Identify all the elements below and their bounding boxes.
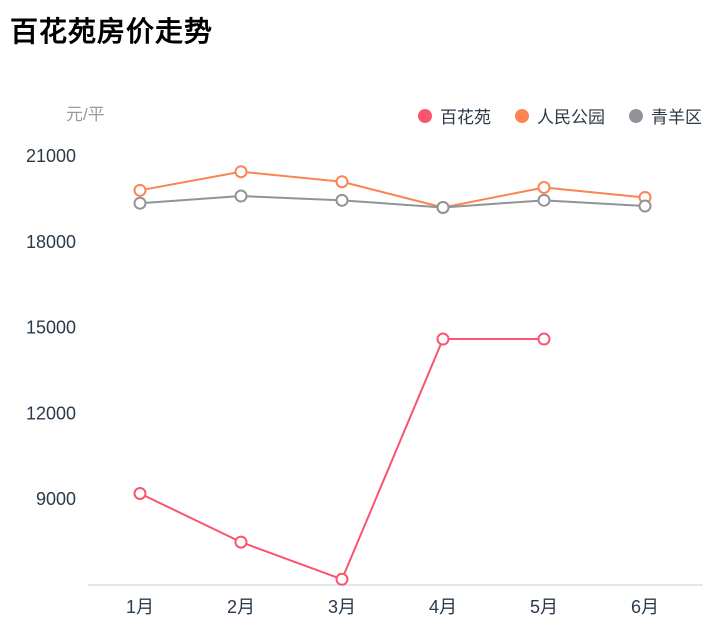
y-axis-tick-label: 18000: [26, 232, 76, 252]
data-point-marker[interactable]: [335, 572, 349, 586]
data-point-marker[interactable]: [133, 486, 147, 500]
data-point-marker[interactable]: [133, 196, 147, 210]
data-point-marker[interactable]: [234, 535, 248, 549]
legend: 百花苑 人民公园 青羊区: [418, 103, 702, 128]
y-axis-tick-label: 15000: [26, 318, 76, 338]
data-point-marker[interactable]: [537, 332, 551, 346]
x-axis-tick-label: 3月: [328, 597, 356, 617]
legend-item-qingyangqu[interactable]: 青羊区: [629, 103, 702, 128]
data-point-marker[interactable]: [335, 175, 349, 189]
series-line: [139, 338, 545, 581]
legend-marker-icon: [629, 108, 643, 123]
x-axis-tick-label: 6月: [631, 597, 659, 617]
data-point-marker[interactable]: [335, 193, 349, 207]
legend-marker-icon: [418, 108, 432, 123]
legend-item-baihuayuan[interactable]: 百花苑: [418, 103, 491, 128]
data-point-marker[interactable]: [234, 189, 248, 203]
legend-label: 百花苑: [440, 108, 491, 127]
x-axis-tick-label: 4月: [429, 597, 457, 617]
y-axis-tick-label: 12000: [26, 403, 76, 423]
legend-marker-icon: [515, 108, 529, 123]
x-axis-tick-label: 5月: [530, 597, 558, 617]
y-axis-unit-label: 元/平: [66, 105, 105, 124]
y-axis-tick-label: 9000: [36, 489, 76, 509]
data-point-marker[interactable]: [234, 165, 248, 179]
data-point-marker[interactable]: [133, 183, 147, 197]
data-point-marker[interactable]: [638, 199, 652, 213]
x-axis-tick-label: 2月: [227, 597, 255, 617]
series-line: [139, 170, 646, 209]
y-axis-tick-label: 21000: [26, 146, 76, 166]
legend-label: 人民公园: [537, 108, 605, 127]
legend-label: 青羊区: [651, 108, 702, 127]
data-point-marker[interactable]: [537, 193, 551, 207]
data-point-marker[interactable]: [436, 200, 450, 214]
data-point-marker[interactable]: [436, 332, 450, 346]
chart-title: 百花苑房价走势: [10, 16, 214, 47]
legend-item-renmingongyuan[interactable]: 人民公园: [515, 103, 605, 128]
x-axis-tick-label: 1月: [126, 597, 154, 617]
data-point-marker[interactable]: [537, 180, 551, 194]
series-line: [139, 195, 646, 209]
